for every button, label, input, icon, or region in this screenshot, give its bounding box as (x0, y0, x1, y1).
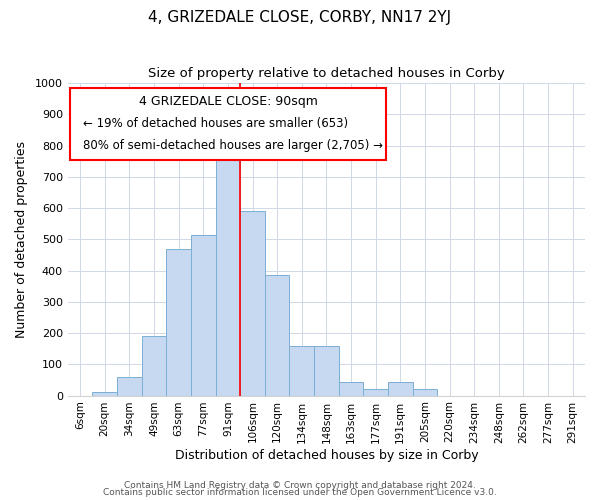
Bar (388, 382, 413, 396)
Bar (364, 388, 388, 396)
Text: ← 19% of detached houses are smaller (653): ← 19% of detached houses are smaller (65… (83, 117, 349, 130)
Y-axis label: Number of detached properties: Number of detached properties (15, 141, 28, 338)
Bar (142, 336, 166, 396)
Bar (240, 210, 265, 396)
Bar (166, 250, 191, 396)
Bar (92, 392, 117, 396)
Bar (117, 377, 142, 396)
FancyBboxPatch shape (70, 88, 386, 160)
Text: 4 GRIZEDALE CLOSE: 90sqm: 4 GRIZEDALE CLOSE: 90sqm (139, 95, 317, 108)
Text: 80% of semi-detached houses are larger (2,705) →: 80% of semi-detached houses are larger (… (83, 139, 383, 152)
Bar (215, 160, 240, 396)
Bar (265, 274, 289, 396)
Bar (289, 346, 314, 396)
Text: Contains HM Land Registry data © Crown copyright and database right 2024.: Contains HM Land Registry data © Crown c… (124, 480, 476, 490)
Title: Size of property relative to detached houses in Corby: Size of property relative to detached ho… (148, 68, 505, 80)
X-axis label: Distribution of detached houses by size in Corby: Distribution of detached houses by size … (175, 450, 478, 462)
Text: 4, GRIZEDALE CLOSE, CORBY, NN17 2YJ: 4, GRIZEDALE CLOSE, CORBY, NN17 2YJ (148, 10, 452, 25)
Text: Contains public sector information licensed under the Open Government Licence v3: Contains public sector information licen… (103, 488, 497, 497)
Bar (314, 346, 339, 396)
Bar (413, 388, 437, 396)
Bar (339, 382, 364, 396)
Bar (191, 234, 215, 396)
